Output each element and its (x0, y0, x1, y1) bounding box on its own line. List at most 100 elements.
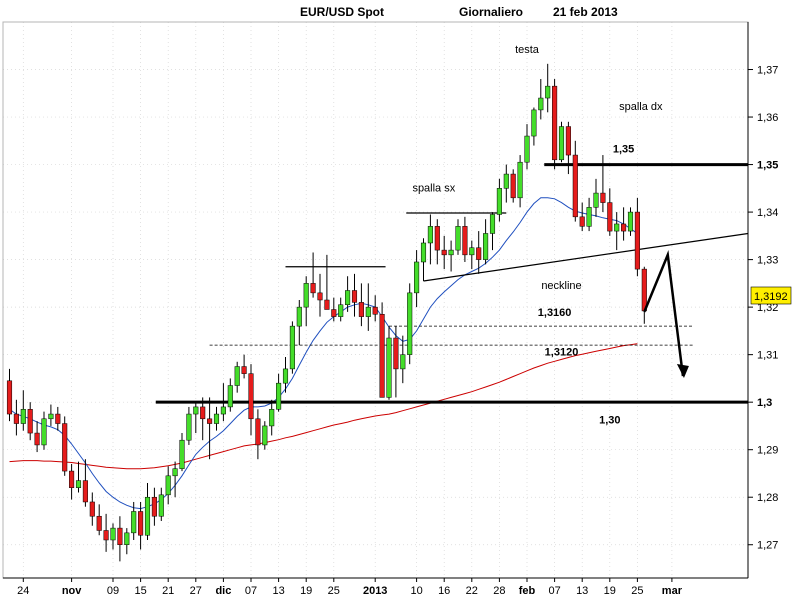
projection-arrow-line (643, 249, 685, 377)
candle-body-down (6, 380, 13, 415)
x-tick-label: 22 (466, 585, 478, 597)
level-13160-label: 1,3160 (538, 307, 572, 319)
candle-body-up (503, 173, 509, 189)
candle-body-up (455, 226, 461, 251)
spalla-sx-label: spalla sx (412, 183, 455, 195)
y-tick-label: 1,34 (757, 207, 778, 219)
candle-body-down (255, 418, 261, 446)
y-tick-label: 1,31 (757, 350, 778, 362)
blue-moving-average-line (9, 197, 638, 510)
x-tick-label: 2013 (363, 585, 387, 597)
candle-body-up (179, 439, 185, 469)
chart-period-title: Giornaliero (459, 5, 523, 19)
candle-body-up (558, 126, 565, 161)
candle-body-down (372, 306, 378, 315)
x-tick-label: 25 (328, 585, 340, 597)
candle-body-up (20, 409, 26, 424)
candle-body-down (393, 337, 399, 370)
y-tick-label: 1,35 (757, 160, 778, 172)
candle-body-down (96, 515, 102, 531)
candle-body-down (62, 423, 68, 472)
candle-body-down (241, 366, 247, 374)
candle-body-up (158, 494, 164, 517)
candle-body-up (483, 233, 489, 260)
x-tick-label: feb (519, 585, 536, 597)
candle-body-down (207, 418, 213, 424)
candle-body-down (572, 154, 578, 218)
candle-body-down (607, 202, 613, 232)
candle-body-up (276, 382, 282, 410)
x-tick-label: 27 (190, 585, 202, 597)
candle-body-down (600, 192, 606, 203)
candle-body-down (117, 527, 123, 545)
candle-body-up (41, 418, 47, 446)
candle-body-up (296, 306, 302, 327)
chart-date-title: 21 feb 2013 (553, 5, 618, 19)
candle-body-down (103, 530, 109, 541)
candle-body-up (110, 527, 116, 541)
candle-body-up (517, 161, 523, 199)
candle-body-up (227, 385, 233, 408)
x-tick-label: nov (62, 585, 82, 597)
x-tick-label: 28 (493, 585, 505, 597)
x-tick-label: 24 (17, 585, 29, 597)
y-tick-label: 1,33 (757, 255, 778, 267)
candle-body-up (220, 406, 226, 415)
candle-body-up (172, 468, 178, 477)
candle-body-up (75, 480, 82, 488)
candle-body-up (269, 409, 275, 427)
candle-body-up (144, 496, 151, 536)
y-tick-label: 1,36 (757, 112, 778, 124)
candle-body-up (469, 247, 475, 256)
candle-body-down (621, 223, 627, 232)
candle-body-up (365, 306, 371, 317)
candle-body-down (579, 216, 585, 227)
candles (6, 63, 647, 562)
y-tick-label: 1,32 (757, 302, 778, 314)
x-tick-label: 19 (604, 585, 616, 597)
candle-body-down (27, 409, 33, 434)
axes: 1,27 1,28 1,29 1,3 1,31 1,32 1,33 1,34 1,35 1,36 1… (2, 21, 778, 597)
x-tick-label: 15 (134, 585, 146, 597)
candle-body-down (310, 283, 316, 294)
candle-body-down (69, 470, 75, 488)
last-price-tag-label: 1,3192 (754, 291, 788, 303)
candle-body-up (489, 214, 496, 234)
level-130-label: 1,30 (599, 415, 620, 427)
candle-body-down (324, 299, 330, 310)
candle-body-down (565, 126, 571, 156)
y-tick-label: 1,27 (757, 540, 778, 552)
candle-body-down (331, 309, 337, 317)
x-tick-label: 07 (548, 585, 560, 597)
candle-body-up (593, 192, 599, 208)
candle-body-up (165, 475, 171, 496)
x-tick-label: 16 (438, 585, 450, 597)
candle-body-up (213, 413, 220, 424)
neckline-line (423, 232, 749, 282)
candle-body-down (634, 211, 640, 270)
candle-body-down (351, 290, 358, 303)
candle-body-up (524, 135, 530, 163)
candle-body-up (193, 406, 199, 415)
candle-body-down (476, 247, 482, 260)
projection-arrow-head (676, 364, 689, 379)
candle-body-down (552, 85, 558, 161)
chart-instrument-title: EUR/USD Spot (300, 5, 384, 19)
candle-body-up (420, 242, 427, 263)
candle-body-down (151, 496, 157, 517)
x-tick-label: 09 (107, 585, 119, 597)
candle-body-down (34, 432, 40, 446)
candle-body-down (200, 406, 206, 420)
candle-body-up (496, 188, 502, 215)
candle-body-up (338, 304, 344, 317)
x-tick-label: 10 (410, 585, 422, 597)
candle-body-up (545, 85, 551, 99)
candle-body-down (358, 302, 364, 317)
spalla-dx-label: spalla dx (619, 101, 663, 113)
candle-body-up (538, 97, 544, 111)
x-tick-label: 07 (245, 585, 257, 597)
candle-body-down (13, 413, 19, 424)
